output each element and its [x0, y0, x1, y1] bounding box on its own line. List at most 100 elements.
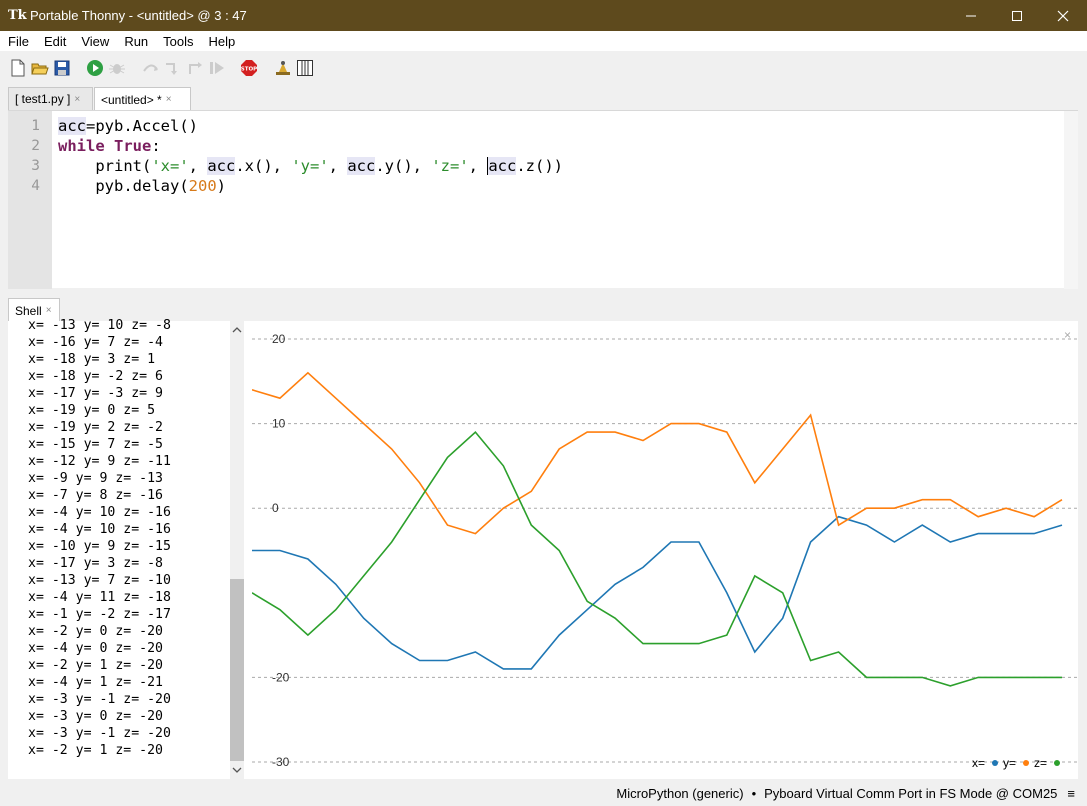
- shell-line: x= -18 y= -2 z= 6: [28, 369, 163, 384]
- thonny-app-icon: Tk: [8, 7, 27, 23]
- shell-line: x= -2 y= 1 z= -20: [28, 743, 163, 758]
- shell-line: x= -4 y= 11 z= -18: [28, 590, 171, 605]
- series-line-y: [252, 371, 1063, 535]
- shell-line: x= -10 y= 9 z= -15: [28, 539, 171, 554]
- legend-dot: [1023, 760, 1029, 766]
- shell-line: x= -12 y= 9 z= -11: [28, 454, 171, 469]
- save-icon[interactable]: [53, 59, 71, 77]
- shell-line: x= -17 y= -3 z= 9: [28, 386, 163, 401]
- title-bar: Tk Portable Thonny - <untitled> @ 3 : 47: [0, 0, 1087, 31]
- menu-help[interactable]: Help: [208, 33, 236, 49]
- run-icon[interactable]: [86, 59, 104, 77]
- y-tick-label: -30: [272, 755, 290, 769]
- line-number: 3: [31, 158, 40, 174]
- support-icon[interactable]: [296, 59, 314, 77]
- tab-test1-py[interactable]: [ test1.py ] ×: [8, 87, 93, 110]
- shell-line: x= -15 y= 7 z= -5: [28, 437, 163, 452]
- window-title: Portable Thonny - <untitled> @ 3 : 47: [30, 8, 247, 23]
- shell-tab-label: Shell: [15, 303, 42, 318]
- legend-label: x=: [972, 756, 985, 770]
- scroll-down-icon: [232, 767, 242, 773]
- code-line-1: acc=pyb.Accel(): [58, 117, 198, 135]
- resume-icon[interactable]: [208, 59, 226, 77]
- shell-line: x= -9 y= 9 z= -13: [28, 471, 163, 486]
- shell-line: x= -3 y= -1 z= -20: [28, 726, 171, 741]
- svg-text:STOP: STOP: [241, 67, 257, 73]
- open-folder-icon[interactable]: [31, 59, 49, 77]
- new-file-icon[interactable]: [9, 59, 27, 77]
- code-line-2: while True:: [58, 137, 161, 155]
- close-window-button[interactable]: [1040, 0, 1086, 31]
- tab-close-icon[interactable]: ×: [165, 94, 172, 105]
- tab-label: <untitled> *: [101, 92, 162, 107]
- step-over-icon[interactable]: [142, 59, 160, 77]
- line-number: 1: [31, 118, 40, 134]
- port-status[interactable]: Pyboard Virtual Comm Port in FS Mode @ C…: [764, 785, 1058, 801]
- code-editor[interactable]: 1 2 3 4 acc=pyb.Accel() while True: prin…: [8, 110, 1078, 289]
- shell-line: x= -13 y= 10 z= -8: [28, 318, 171, 333]
- line-number-gutter: 1 2 3 4: [8, 111, 52, 289]
- legend-dot: [1054, 760, 1060, 766]
- minimize-button[interactable]: [948, 0, 994, 31]
- plotter-chart: 20 10 0 -20 -30 × x= y= z=: [252, 328, 1078, 770]
- editor-tab-bar: [ test1.py ] × <untitled> * ×: [0, 84, 1087, 111]
- shell-line: x= -4 y= 0 z= -20: [28, 641, 163, 656]
- shell-scrollbar[interactable]: [230, 321, 244, 779]
- scrollbar-thumb[interactable]: [230, 579, 244, 761]
- tab-untitled[interactable]: <untitled> * ×: [94, 87, 191, 111]
- close-icon: [1057, 10, 1069, 21]
- shell-line: x= -2 y= 1 z= -20: [28, 658, 163, 673]
- maximize-icon: [1012, 10, 1022, 21]
- shell-line: x= -4 y= 10 z= -16: [28, 522, 171, 537]
- menu-file[interactable]: File: [8, 33, 29, 49]
- tab-shell[interactable]: Shell ×: [8, 298, 60, 322]
- scroll-up-icon: [232, 327, 242, 333]
- menu-run[interactable]: Run: [124, 33, 149, 49]
- legend-label: z=: [1034, 756, 1047, 770]
- series-line-x: [252, 515, 1063, 670]
- tab-label: [ test1.py ]: [15, 92, 71, 106]
- line-number: 2: [31, 138, 40, 154]
- menu-edit[interactable]: Edit: [43, 33, 67, 49]
- line-number: 4: [31, 178, 40, 194]
- shell-tab-bar: Shell ×: [0, 296, 1087, 322]
- y-tick-label: 20: [272, 332, 286, 346]
- debug-icon[interactable]: [108, 59, 126, 77]
- shell-line: x= -17 y= 3 z= -8: [28, 556, 163, 571]
- shell-line: x= -19 y= 2 z= -2: [28, 420, 163, 435]
- step-out-icon[interactable]: [186, 59, 204, 77]
- plotter-close-icon[interactable]: ×: [1064, 328, 1071, 342]
- shell-close-icon[interactable]: ×: [45, 305, 52, 316]
- shell-line: x= -13 y= 7 z= -10: [28, 573, 171, 588]
- legend-label: y=: [1003, 756, 1016, 770]
- shell-line: x= -3 y= -1 z= -20: [28, 692, 171, 707]
- code-line-3: print('x=', acc.x(), 'y=', acc.y(), 'z='…: [58, 157, 563, 175]
- shell-panel[interactable]: x= -13 y= 10 z= -8 x= -16 y= 7 z= -4 x= -1…: [8, 318, 1078, 779]
- zoom-icon[interactable]: [274, 59, 292, 77]
- step-into-icon[interactable]: [164, 59, 182, 77]
- menu-tools[interactable]: Tools: [163, 33, 194, 49]
- shell-line: x= -3 y= 0 z= -20: [28, 709, 163, 724]
- y-tick-label: 0: [272, 501, 279, 515]
- code-line-4: pyb.delay(200): [58, 177, 226, 195]
- shell-line: x= -18 y= 3 z= 1: [28, 352, 156, 367]
- shell-line: x= -1 y= -2 z= -17: [28, 607, 171, 622]
- editor-scrollbar[interactable]: [1064, 111, 1078, 289]
- stop-icon[interactable]: STOP: [240, 59, 258, 77]
- y-tick-label: -20: [272, 670, 290, 684]
- minimize-icon: [966, 15, 976, 16]
- status-separator: •: [751, 785, 757, 801]
- maximize-button[interactable]: [994, 0, 1040, 31]
- menu-view[interactable]: View: [81, 33, 110, 49]
- tab-close-icon[interactable]: ×: [74, 93, 81, 105]
- series-line-z: [252, 430, 1062, 687]
- y-tick-label: 10: [272, 417, 286, 431]
- shell-line: x= -4 y= 1 z= -21: [28, 675, 163, 690]
- toolbar: STOP: [0, 51, 1087, 83]
- shell-line: x= -16 y= 7 z= -4: [28, 335, 163, 350]
- status-menu-icon[interactable]: ≡: [1067, 785, 1075, 801]
- interpreter-status[interactable]: MicroPython (generic): [616, 785, 744, 801]
- status-bar: MicroPython (generic) • Pyboard Virtual …: [0, 780, 1087, 806]
- menu-bar: File Edit View Run Tools Help: [0, 31, 1087, 51]
- shell-output[interactable]: x= -13 y= 10 z= -8 x= -16 y= 7 z= -4 x= -1…: [28, 317, 238, 777]
